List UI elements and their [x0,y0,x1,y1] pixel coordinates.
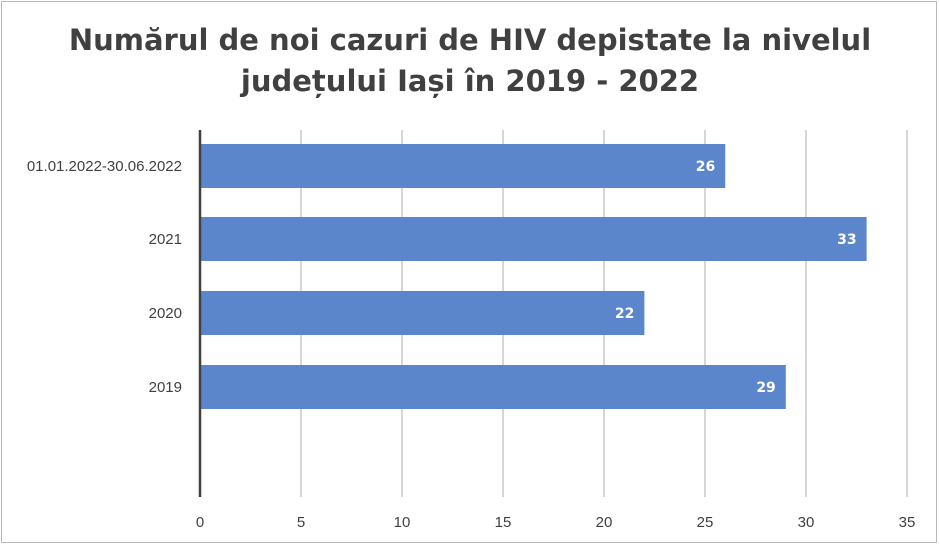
chart-title: Numărul de noi cazuri de HIV depistate l… [0,20,940,102]
x-tick-label-30: 30 [798,514,815,531]
x-tick-label-5: 5 [297,514,305,531]
x-tick-label-15: 15 [495,514,512,531]
chart-title-line-1: Numărul de noi cazuri de HIV depistate l… [68,23,872,57]
category-label-0: 01.01.2022-30.06.2022 [27,158,182,175]
bar-2 [200,291,645,335]
bar-1 [200,217,867,261]
category-label-1: 2021 [149,231,182,248]
x-tick-label-0: 0 [196,514,204,531]
category-label-2: 2020 [149,305,182,322]
chart-title-line-2: județului Iași în 2019 - 2022 [240,64,700,98]
data-label-0: 26 [696,159,715,175]
data-label-2: 22 [615,306,634,322]
data-label-1: 33 [837,232,856,248]
x-tick-label-35: 35 [899,514,916,531]
bar-0 [200,144,726,188]
bar-3 [200,365,786,409]
category-label-3: 2019 [149,379,182,396]
x-tick-label-25: 25 [697,514,714,531]
data-label-3: 29 [756,380,775,396]
x-tick-label-10: 10 [394,514,411,531]
x-tick-label-20: 20 [596,514,613,531]
